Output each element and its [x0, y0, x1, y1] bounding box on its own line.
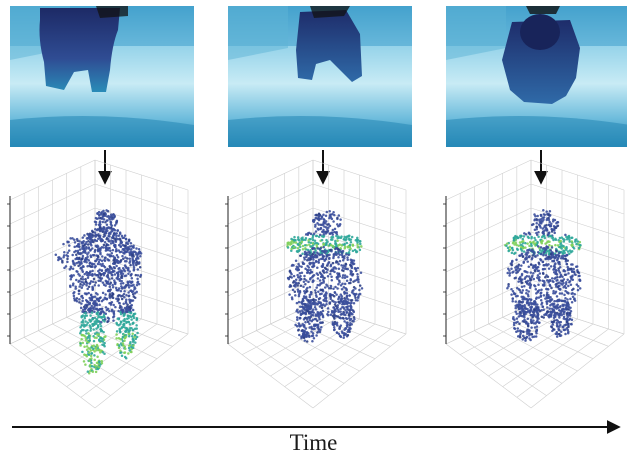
depth-image-3 — [446, 6, 627, 147]
point-cloud-plot-1 — [7, 159, 189, 409]
person-silhouette-2 — [296, 6, 362, 82]
depth-image-2 — [228, 6, 412, 147]
person-silhouette-1 — [39, 6, 128, 92]
depth-image-1 — [10, 6, 194, 147]
axes-grid — [445, 159, 625, 409]
point-cloud — [54, 209, 143, 375]
point-cloud-plot-3 — [443, 159, 625, 409]
point-cloud — [504, 208, 582, 342]
point-cloud — [286, 209, 364, 343]
axes-grid — [9, 159, 189, 409]
point-cloud-plot-2 — [225, 159, 407, 409]
axes-grid — [227, 159, 407, 409]
person-silhouette-3 — [502, 6, 580, 104]
time-label: Time — [289, 430, 338, 455]
